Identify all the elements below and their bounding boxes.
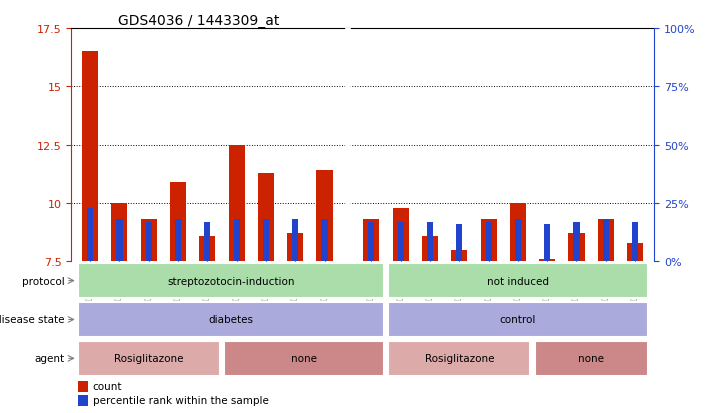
Bar (87, 208, 93, 261)
Bar (456, 224, 462, 261)
Text: Rosiglitazone: Rosiglitazone (114, 354, 183, 363)
Bar (170, 183, 186, 261)
Bar (388, 341, 530, 376)
Bar (388, 302, 648, 337)
Bar (481, 220, 497, 261)
Bar (77, 395, 88, 406)
Bar (77, 341, 220, 376)
Bar (368, 222, 375, 261)
Bar (175, 220, 181, 261)
Text: control: control (500, 315, 536, 325)
Bar (451, 250, 467, 261)
Bar (627, 243, 643, 261)
Bar (510, 203, 526, 261)
Bar (82, 52, 98, 261)
Bar (632, 222, 638, 261)
Bar (573, 222, 579, 261)
Bar (568, 234, 584, 261)
Bar (146, 222, 152, 261)
Bar (292, 220, 299, 261)
Text: diabetes: diabetes (208, 315, 253, 325)
Text: streptozotocin-induction: streptozotocin-induction (167, 276, 294, 286)
Bar (77, 263, 384, 298)
Bar (388, 263, 648, 298)
Text: agent: agent (34, 354, 65, 363)
Bar (544, 224, 550, 261)
Text: count: count (92, 382, 122, 392)
Bar (397, 222, 404, 261)
Bar (204, 222, 210, 261)
Bar (422, 236, 438, 261)
Bar (117, 220, 122, 261)
Text: Rosiglitazone: Rosiglitazone (424, 354, 494, 363)
Bar (228, 145, 245, 261)
Bar (112, 203, 127, 261)
Text: not induced: not induced (487, 276, 549, 286)
Bar (535, 341, 648, 376)
Text: GDS4036 / 1443309_at: GDS4036 / 1443309_at (118, 14, 279, 28)
Bar (77, 381, 88, 392)
Bar (427, 222, 433, 261)
Bar (258, 173, 274, 261)
Bar (77, 302, 384, 337)
Text: protocol: protocol (22, 276, 65, 286)
Bar (263, 220, 269, 261)
Bar (392, 208, 409, 261)
Bar (199, 236, 215, 261)
Text: percentile rank within the sample: percentile rank within the sample (92, 396, 269, 406)
Bar (486, 222, 491, 261)
Text: none: none (578, 354, 604, 363)
Bar (603, 220, 609, 261)
Bar (224, 341, 384, 376)
Bar (234, 220, 240, 261)
Bar (363, 220, 380, 261)
Bar (598, 220, 614, 261)
Bar (539, 259, 555, 261)
Bar (515, 220, 521, 261)
Bar (321, 220, 328, 261)
Bar (141, 220, 157, 261)
Text: none: none (291, 354, 317, 363)
Bar (316, 171, 333, 261)
Text: disease state: disease state (0, 315, 65, 325)
Bar (287, 234, 304, 261)
